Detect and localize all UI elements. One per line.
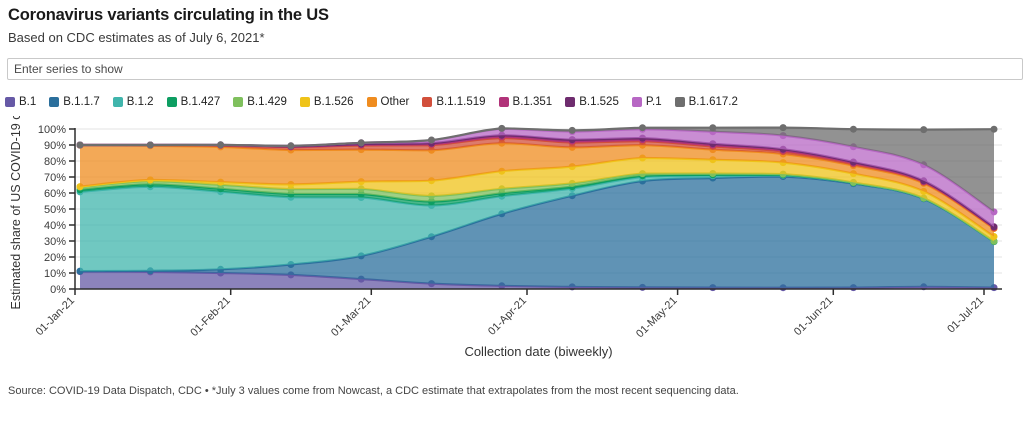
legend-label: B.1.2 (126, 96, 154, 108)
legend-item-B.1.427[interactable]: B.1.427 (166, 96, 221, 108)
legend-label: Other (380, 96, 410, 108)
x-tick-label: 01-Mar-21 (329, 295, 373, 339)
y-tick-label: 40% (44, 220, 66, 232)
variant-stacked-area-chart[interactable]: 0% 10% 20% 30% 40% 50% 60% 70% 80% 90% 100% 01-Jan-… (0, 116, 1024, 380)
B.1.617.2-point[interactable] (568, 126, 576, 134)
legend-item-B.1.1.519[interactable]: B.1.1.519 (422, 96, 486, 108)
y-tick-label: 80% (44, 156, 66, 168)
B.1.2-area[interactable] (80, 175, 994, 272)
legend-item-B.1.429[interactable]: B.1.429 (233, 96, 287, 108)
B.1.617.2-line (79, 126, 995, 147)
y-tick-label: 100% (38, 124, 66, 136)
legend-swatch (5, 97, 15, 107)
legend: B.1 B.1.1.7 B.1.2 B.1.427 B.1.429 B.1.526 Othe… (5, 96, 1019, 108)
x-tick-label: 01-Apr-21 (486, 295, 529, 338)
B.1.617.2-point[interactable] (357, 139, 365, 147)
B.1.1.7-area[interactable] (80, 176, 994, 288)
B.1.617.2-point[interactable] (498, 124, 506, 132)
legend-item-B.1.526[interactable]: B.1.526 (299, 96, 354, 108)
legend-swatch (366, 97, 377, 107)
legend-swatch (674, 97, 685, 107)
x-tick-label: 01-Jul-21 (945, 295, 986, 336)
page-title: Coronavirus variants circulating in the … (8, 6, 329, 24)
legend-label: B.1.1.7 (63, 96, 100, 108)
x-axis-title: Collection date (biweekly) (464, 344, 613, 359)
B.1.617.2-point[interactable] (849, 125, 857, 133)
legend-swatch (498, 97, 509, 107)
legend-item-B.1.617.2[interactable]: B.1.617.2 (674, 96, 738, 108)
legend-item-B.1.525[interactable]: B.1.525 (565, 96, 619, 108)
legend-label: B.1.427 (180, 96, 221, 108)
legend-item-P.1[interactable]: P.1 (631, 96, 662, 108)
legend-label: B.1.429 (247, 96, 287, 108)
B.1.429-area[interactable] (80, 173, 994, 242)
legend-item-B.1.2[interactable]: B.1.2 (112, 96, 154, 108)
source-note: Source: COVID-19 Data Dispatch, CDC • *J… (8, 385, 739, 397)
legend-item-B.1[interactable]: B.1 (5, 96, 36, 108)
x-tick-label: 01-May-21 (634, 295, 680, 341)
y-tick-label: 20% (44, 252, 66, 264)
B.1.617.2-point[interactable] (217, 141, 225, 149)
y-axis-title: Estimated share of US COVID-19 ca (9, 116, 23, 310)
y-tick-label: 30% (44, 236, 66, 248)
legend-item-Other[interactable]: Other (366, 96, 410, 108)
legend-swatch (112, 97, 123, 107)
legend-label: B.1.351 (512, 96, 553, 108)
B.1.617.2-point[interactable] (990, 125, 998, 133)
B.1.617.2-point[interactable] (639, 124, 646, 132)
x-tick-label: 01-Jun-21 (792, 295, 836, 339)
page-subtitle: Based on CDC estimates as of July 6, 202… (8, 30, 265, 45)
y-tick-label: 50% (44, 204, 66, 216)
y-tick-label: 0% (50, 284, 66, 296)
legend-swatch (631, 97, 642, 107)
legend-item-B.1.1.7[interactable]: B.1.1.7 (49, 96, 100, 108)
B.1.617.2-area[interactable] (80, 127, 994, 212)
legend-label: P.1 (645, 96, 662, 108)
B.1.617.2-point[interactable] (146, 141, 154, 149)
legend-swatch (565, 97, 576, 107)
B.1.617.2-point[interactable] (920, 126, 928, 134)
x-tick-label: 01-Feb-21 (188, 295, 232, 339)
legend-swatch (233, 97, 244, 107)
B.1.617.2-point[interactable] (76, 141, 84, 149)
B.1.617.2-point[interactable] (428, 136, 435, 144)
B.1.617.2-point[interactable] (779, 124, 787, 132)
chart-area: 0% 10% 20% 30% 40% 50% 60% 70% 80% 90% 100% 01-Jan-… (0, 116, 1024, 380)
y-tick-label: 90% (44, 140, 66, 152)
legend-label: B.1.617.2 (688, 96, 738, 108)
x-tick-label: 01-Jan-21 (34, 295, 78, 339)
legend-label: B.1.1.519 (436, 96, 486, 108)
legend-swatch (422, 97, 433, 107)
y-tick-label: 70% (44, 172, 66, 184)
legend-swatch (49, 97, 60, 107)
Other-area[interactable] (80, 143, 994, 237)
series-filter-input[interactable] (7, 58, 1023, 80)
y-tick-label: 10% (44, 268, 66, 280)
legend-swatch (299, 97, 310, 107)
y-tick-label: 60% (44, 188, 66, 200)
legend-swatch (166, 97, 177, 107)
legend-label: B.1.525 (579, 96, 619, 108)
legend-label: B.1.526 (313, 96, 354, 108)
B.1.526-area[interactable] (80, 158, 994, 242)
legend-label: B.1 (19, 96, 37, 108)
B.1.617.2-point[interactable] (709, 124, 717, 132)
legend-item-B.1.351[interactable]: B.1.351 (498, 96, 553, 108)
B.1.617.2-point[interactable] (287, 142, 295, 150)
